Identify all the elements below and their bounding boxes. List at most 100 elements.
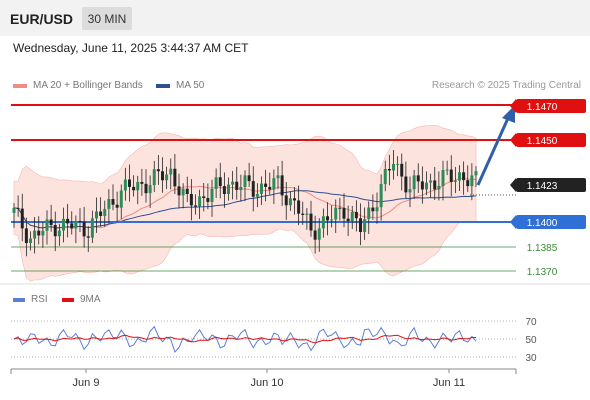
candle-body xyxy=(177,186,181,196)
candle-body xyxy=(140,181,144,184)
candle-body xyxy=(198,196,202,207)
candle-body xyxy=(346,218,350,222)
candle-body xyxy=(136,181,140,191)
candle-body xyxy=(375,207,379,212)
candle-body xyxy=(156,169,160,172)
candle-body xyxy=(247,175,251,182)
candle-body xyxy=(449,169,453,182)
candle-body xyxy=(272,178,276,190)
candle-body xyxy=(24,228,28,243)
candle-body xyxy=(359,218,362,233)
price-label-current: 1.1423 xyxy=(510,178,586,192)
candle-body xyxy=(321,216,325,229)
candle-body xyxy=(416,175,420,182)
price-label-1: 1.1470 xyxy=(510,99,586,113)
x-label-jun9: Jun 9 xyxy=(73,377,100,389)
ma20-swatch xyxy=(13,83,27,88)
candle-body xyxy=(20,208,24,229)
candle-body xyxy=(128,179,131,187)
candle-body xyxy=(90,218,94,238)
price-label-support-1: 1.1385 xyxy=(527,243,558,254)
candle-body xyxy=(173,168,177,187)
candle-body xyxy=(297,200,301,214)
candle-body xyxy=(29,238,32,243)
ma50-legend: MA 50 xyxy=(156,80,204,91)
candle-body xyxy=(458,172,461,181)
candle-body xyxy=(425,182,428,190)
timeframe-button[interactable]: 30 MIN xyxy=(82,7,132,30)
candle-body xyxy=(330,219,334,221)
candle-body xyxy=(148,185,152,194)
candle-body xyxy=(305,213,309,215)
price-label-2: 1.1450 xyxy=(510,133,586,147)
candle-body xyxy=(387,168,391,171)
candle-body xyxy=(383,168,387,185)
candle-body xyxy=(284,195,288,206)
candle-body xyxy=(41,230,45,236)
candle-body xyxy=(301,213,305,215)
candle-body xyxy=(161,171,164,181)
candle-body xyxy=(206,198,210,202)
ma50-swatch xyxy=(156,83,170,88)
candle-body xyxy=(293,198,296,201)
candle-body xyxy=(251,181,255,197)
candle-body xyxy=(412,175,416,190)
candle-body xyxy=(210,188,214,202)
candle-body xyxy=(12,207,16,213)
candle-body xyxy=(371,207,375,212)
candle-body xyxy=(103,208,107,216)
candle-body xyxy=(111,199,115,205)
candle-body xyxy=(264,183,268,187)
candle-body xyxy=(235,181,239,190)
candle-body xyxy=(165,174,169,181)
candle-body xyxy=(445,169,449,171)
candle-body xyxy=(169,168,173,175)
candle-body xyxy=(396,163,400,165)
candle-body xyxy=(222,186,226,195)
candle-body xyxy=(189,194,193,206)
candle-body xyxy=(218,177,222,187)
candle-body xyxy=(342,207,346,219)
candle-body xyxy=(429,180,433,183)
candle-body xyxy=(185,188,189,195)
candle-body xyxy=(408,189,412,193)
candle-body xyxy=(132,186,136,191)
candle-body xyxy=(70,223,74,229)
candle-body xyxy=(354,211,358,219)
candle-body xyxy=(268,186,272,190)
candle-body xyxy=(74,220,78,229)
ma20-legend-label: MA 20 + Bollinger Bands xyxy=(33,80,143,91)
rsi-tick-70: 70 xyxy=(525,317,537,328)
candles-group xyxy=(12,150,478,257)
candle-body xyxy=(95,211,98,219)
candle-body xyxy=(49,219,53,225)
price-label-pivot-text: 1.1400 xyxy=(527,218,558,229)
candle-body xyxy=(441,170,445,186)
datetime-label: Wednesday, June 11, 2025 3:44:37 AM CET xyxy=(13,41,249,55)
candle-body xyxy=(231,181,235,185)
candle-body xyxy=(474,171,478,176)
candle-body xyxy=(338,207,342,209)
candle-body xyxy=(123,179,127,191)
candle-body xyxy=(466,180,470,187)
candle-body xyxy=(53,224,57,237)
candle-body xyxy=(243,175,247,187)
candle-body xyxy=(255,193,259,197)
candle-body xyxy=(437,185,441,190)
candle-body xyxy=(62,218,65,231)
ma50-legend-label: MA 50 xyxy=(176,80,205,91)
price-label-pivot: 1.1400 xyxy=(510,215,586,229)
candle-body xyxy=(350,211,354,222)
candle-body xyxy=(326,216,329,221)
rsi-tick-30: 30 xyxy=(525,353,537,364)
candle-body xyxy=(181,188,185,196)
forecast-arrow-head xyxy=(502,105,515,123)
ma20-legend: MA 20 + Bollinger Bands xyxy=(13,80,143,91)
candle-body xyxy=(260,183,263,194)
price-label-2-text: 1.1450 xyxy=(527,136,558,147)
candle-body xyxy=(107,199,111,209)
rsi-line xyxy=(13,325,477,353)
candle-body xyxy=(239,186,243,190)
rsi-legend: RSI xyxy=(13,294,48,305)
